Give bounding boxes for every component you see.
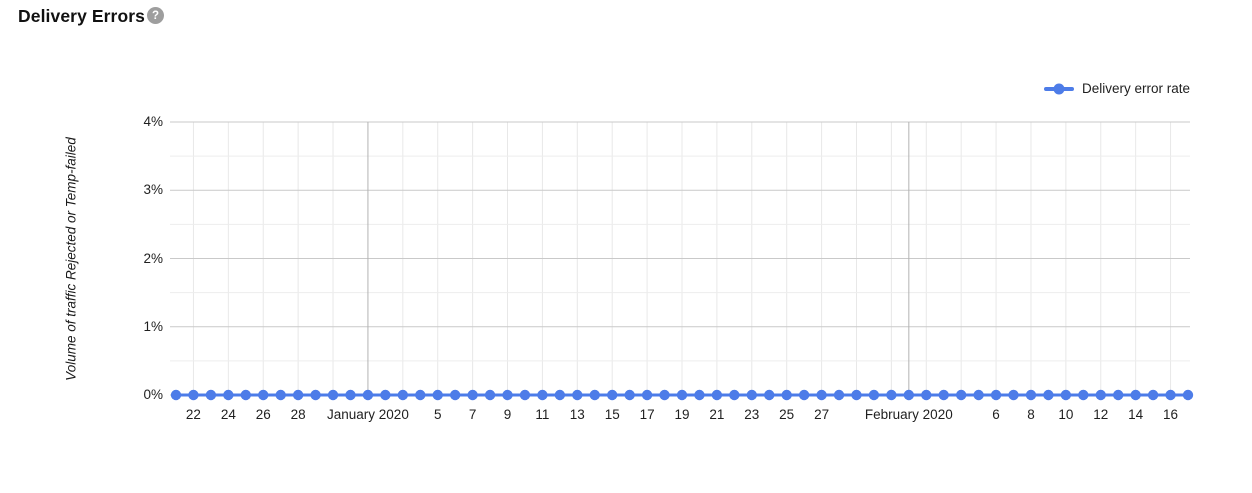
data-point[interactable] — [607, 389, 618, 401]
x-tick-label: 14 — [1128, 407, 1144, 422]
x-tick-label: 23 — [744, 407, 760, 422]
data-point[interactable] — [205, 389, 217, 401]
data-point[interactable] — [449, 389, 461, 401]
x-tick-label: 5 — [433, 407, 442, 422]
data-point[interactable] — [572, 389, 583, 401]
x-tick-label: 28 — [290, 407, 306, 422]
data-point[interactable] — [624, 389, 635, 401]
data-point[interactable] — [764, 389, 775, 401]
x-tick-label: 24 — [220, 407, 236, 422]
data-point[interactable] — [955, 389, 967, 401]
data-point[interactable] — [415, 389, 426, 401]
data-point[interactable] — [223, 389, 234, 401]
x-tick-label: 22 — [185, 407, 201, 422]
data-point[interactable] — [310, 389, 321, 401]
data-point[interactable] — [1008, 389, 1019, 401]
data-point[interactable] — [641, 389, 653, 401]
legend-dot-icon — [1053, 83, 1065, 94]
data-point[interactable] — [921, 389, 932, 401]
x-tick-label: 12 — [1093, 407, 1109, 422]
x-tick-label: 16 — [1163, 407, 1179, 422]
data-point[interactable] — [292, 389, 304, 401]
data-point[interactable] — [746, 389, 757, 401]
data-point[interactable] — [851, 389, 862, 401]
y-tick-label: 1% — [143, 318, 163, 334]
data-point[interactable] — [729, 389, 740, 401]
legend-label: Delivery error rate — [1081, 81, 1190, 96]
y-tick-label: 3% — [143, 182, 163, 198]
data-point[interactable] — [676, 389, 688, 401]
data-point[interactable] — [1060, 389, 1072, 401]
data-point[interactable] — [1147, 389, 1159, 401]
data-point[interactable] — [345, 389, 356, 401]
data-point[interactable] — [484, 389, 496, 401]
data-point[interactable] — [1182, 389, 1194, 401]
x-tick-label: 7 — [468, 407, 477, 422]
data-point[interactable] — [1043, 389, 1054, 401]
data-point[interactable] — [537, 389, 548, 401]
x-tick-label: 19 — [674, 407, 690, 422]
x-tick-label: 15 — [604, 407, 620, 422]
x-tick-label: 9 — [503, 407, 512, 422]
x-tick-label: 10 — [1058, 407, 1074, 422]
page-title: Delivery Errors — [18, 6, 145, 26]
data-point[interactable] — [833, 389, 845, 401]
data-point[interactable] — [380, 389, 391, 401]
data-point[interactable] — [1095, 389, 1106, 401]
data-point[interactable] — [938, 389, 949, 401]
x-tick-label: February 2020 — [864, 407, 953, 422]
x-tick-label: 17 — [639, 407, 655, 422]
data-point[interactable] — [1130, 389, 1141, 401]
data-point[interactable] — [327, 389, 339, 401]
data-point[interactable] — [781, 389, 792, 401]
data-point[interactable] — [973, 389, 984, 401]
data-point[interactable] — [711, 389, 723, 401]
data-point[interactable] — [1078, 389, 1089, 401]
data-point[interactable] — [275, 389, 286, 401]
chart-legend: Delivery error rate — [1043, 81, 1190, 96]
data-point[interactable] — [502, 389, 513, 401]
data-point[interactable] — [170, 389, 182, 401]
help-icon[interactable]: ? — [147, 7, 164, 24]
x-tick-label: 27 — [814, 407, 830, 422]
data-point[interactable] — [903, 389, 915, 401]
x-tick-label: 21 — [709, 407, 725, 422]
x-tick-label: 8 — [1027, 407, 1035, 422]
data-point[interactable] — [990, 389, 1002, 401]
data-point[interactable] — [868, 389, 880, 401]
data-point[interactable] — [397, 389, 409, 401]
data-point[interactable] — [519, 389, 531, 401]
legend-line-icon — [1043, 83, 1074, 94]
data-point[interactable] — [467, 389, 478, 401]
x-tick-label: 6 — [992, 407, 1000, 422]
data-point[interactable] — [798, 389, 810, 401]
data-point[interactable] — [816, 389, 827, 401]
data-point[interactable] — [694, 389, 705, 401]
data-point[interactable] — [1165, 389, 1176, 401]
y-tick-label: 0% — [143, 387, 163, 402]
y-tick-label: 4% — [143, 114, 163, 129]
data-point[interactable] — [240, 389, 251, 401]
data-point[interactable] — [432, 389, 443, 401]
x-tick-label: 13 — [569, 407, 585, 422]
data-point[interactable] — [589, 389, 600, 401]
data-point[interactable] — [886, 389, 897, 401]
data-point[interactable] — [362, 389, 374, 401]
x-tick-label: 26 — [255, 407, 271, 422]
data-point[interactable] — [1025, 389, 1037, 401]
x-tick-label: January 2020 — [327, 407, 409, 422]
data-point[interactable] — [659, 389, 670, 401]
data-point[interactable] — [554, 389, 566, 401]
x-tick-label: 25 — [779, 407, 795, 422]
data-point[interactable] — [258, 389, 269, 401]
x-tick-label: 11 — [535, 407, 550, 422]
data-point[interactable] — [188, 389, 199, 401]
y-tick-label: 2% — [143, 250, 163, 266]
data-point[interactable] — [1113, 389, 1124, 401]
page-header: Delivery Errors ? — [18, 6, 164, 26]
